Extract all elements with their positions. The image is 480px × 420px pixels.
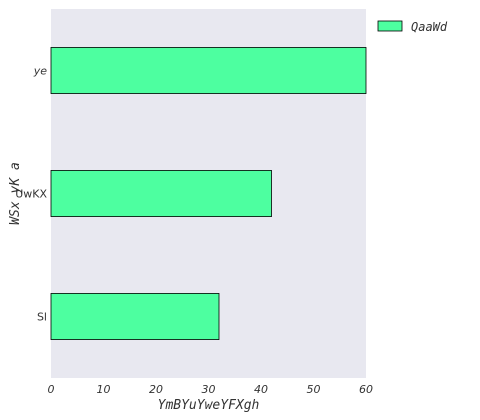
y-axis-title: WSx yK a bbox=[8, 162, 23, 225]
x-axis-title: YmBYuYweYFXgh bbox=[158, 398, 260, 413]
x-tick-label: 40 bbox=[254, 383, 268, 396]
legend-swatch bbox=[377, 20, 403, 32]
y-tick-label: UwKX bbox=[15, 188, 47, 201]
y-tick-label: ye bbox=[33, 65, 48, 78]
legend-label: QaaWd bbox=[411, 20, 448, 34]
bar-ye bbox=[50, 47, 367, 94]
x-tick-label: 20 bbox=[149, 383, 163, 396]
x-tick-label: 10 bbox=[97, 383, 111, 396]
bar-sl bbox=[50, 293, 220, 340]
y-tick-label: Sl bbox=[37, 311, 47, 324]
legend: QaaWd bbox=[377, 20, 448, 34]
x-tick-label: 0 bbox=[48, 383, 55, 396]
x-tick-label: 50 bbox=[307, 383, 321, 396]
x-tick-label: 30 bbox=[202, 383, 216, 396]
x-tick-label: 60 bbox=[359, 383, 373, 396]
bar-uwkx bbox=[50, 170, 272, 217]
